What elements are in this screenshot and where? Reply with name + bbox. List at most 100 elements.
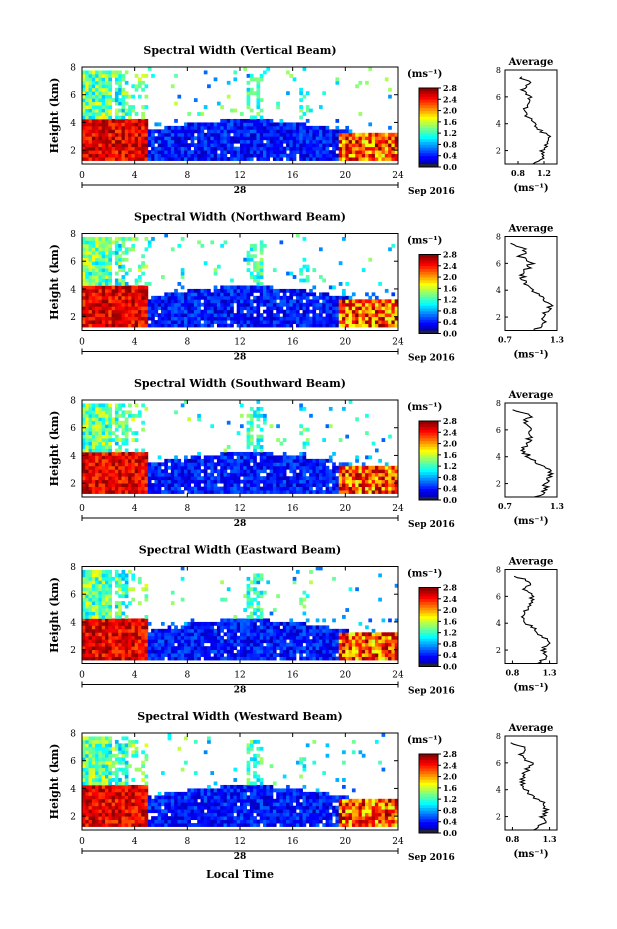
- heatmap-cell: [279, 306, 284, 311]
- heatmap-cell: [137, 285, 142, 290]
- heatmap-cell: [141, 150, 145, 154]
- heatmap-cell: [118, 73, 122, 78]
- average-y-tick-label: 8: [496, 399, 501, 408]
- heatmap-cell: [378, 153, 382, 158]
- heatmap-cell: [236, 129, 241, 134]
- heatmap-cell: [121, 431, 126, 436]
- heatmap-cell: [249, 143, 254, 148]
- heatmap-cell: [85, 285, 89, 290]
- date-label: Sep 2016: [408, 354, 455, 364]
- heatmap-cell: [193, 157, 198, 161]
- heatmap-cell: [282, 486, 287, 491]
- heatmap-cell: [348, 320, 353, 324]
- heatmap-cell: [335, 132, 340, 137]
- heatmap-cell: [388, 302, 392, 307]
- heatmap-cell: [243, 621, 247, 626]
- heatmap-cell: [101, 597, 106, 602]
- heatmap-cell: [388, 465, 392, 470]
- heatmap-cell: [108, 438, 113, 442]
- heatmap-cell: [95, 243, 99, 248]
- heatmap-cell: [371, 292, 376, 297]
- heatmap-cell: [134, 490, 139, 494]
- heatmap-cell: [118, 653, 122, 657]
- heatmap-cell: [121, 125, 126, 130]
- heatmap-cell: [118, 625, 122, 630]
- heatmap-cell: [187, 153, 192, 158]
- heatmap-cell: [203, 143, 208, 148]
- heatmap-cell: [236, 628, 241, 633]
- heatmap-cell: [141, 642, 145, 647]
- heatmap-cell: [220, 580, 224, 585]
- heatmap-cell: [91, 146, 96, 151]
- heatmap-cell: [295, 139, 300, 144]
- heatmap-cell: [82, 257, 86, 262]
- heatmap-cell: [374, 479, 379, 484]
- heatmap-cell: [193, 483, 198, 487]
- heatmap-cell: [256, 285, 261, 290]
- heatmap-cell: [147, 306, 152, 311]
- heatmap-cell: [332, 146, 336, 151]
- heatmap-cell: [184, 483, 188, 487]
- heatmap-cell: [114, 462, 119, 467]
- heatmap-cell: [111, 625, 116, 630]
- heatmap-cell: [95, 615, 99, 619]
- heatmap-cell: [105, 139, 109, 144]
- heatmap-cell: [259, 240, 264, 245]
- heatmap-cell: [101, 268, 106, 272]
- heatmap-cell: [167, 476, 172, 481]
- heatmap-cell: [230, 625, 234, 630]
- heatmap-cell: [141, 618, 145, 623]
- colorbar-swatch: [419, 446, 438, 450]
- heatmap-cell: [312, 268, 317, 272]
- heatmap-cell: [203, 486, 208, 491]
- heatmap-cell: [315, 476, 320, 481]
- heatmap-cell: [137, 292, 142, 297]
- heatmap-cell: [144, 469, 149, 474]
- heatmap-cell: [236, 118, 241, 123]
- heatmap-cell: [88, 417, 93, 422]
- heatmap-cell: [197, 295, 201, 300]
- heatmap-cell: [243, 292, 247, 297]
- heatmap-cell: [88, 590, 93, 595]
- heatmap-cell: [368, 309, 373, 314]
- heatmap-cell: [114, 73, 119, 78]
- heatmap-cell: [210, 299, 215, 304]
- heatmap-cell: [233, 146, 238, 151]
- heatmap-cell: [243, 150, 247, 154]
- heatmap-cell: [276, 476, 280, 481]
- heatmap-cell: [82, 306, 86, 311]
- heatmap-cell: [187, 320, 192, 324]
- heatmap-cell: [131, 431, 136, 436]
- heatmap-cell: [121, 479, 126, 484]
- heatmap-cell: [230, 125, 234, 130]
- heatmap-cell: [134, 118, 139, 123]
- heatmap-cell: [302, 306, 307, 311]
- heatmap-cell: [124, 573, 129, 578]
- heatmap-cell: [230, 458, 234, 463]
- heatmap-cell: [114, 580, 119, 585]
- heatmap-cell: [167, 316, 172, 321]
- average-y-tick-label: 8: [496, 66, 501, 75]
- heatmap-cell: [207, 455, 211, 460]
- heatmap-cell: [256, 323, 261, 328]
- heatmap-cell: [164, 153, 168, 158]
- heatmap-cell: [180, 323, 185, 328]
- heatmap-cell: [246, 445, 251, 449]
- heatmap-cell: [322, 320, 326, 324]
- heatmap-cell: [203, 136, 208, 141]
- heatmap-cell: [82, 150, 86, 154]
- heatmap-cell: [272, 476, 277, 481]
- heatmap-cell: [335, 118, 340, 123]
- heatmap-cell: [279, 476, 284, 481]
- heatmap-cell: [269, 313, 274, 318]
- heatmap-cell: [210, 635, 215, 640]
- heatmap-cell: [342, 469, 346, 474]
- heatmap-cell: [174, 302, 178, 307]
- heatmap-cell: [338, 139, 343, 144]
- heatmap-cell: [141, 462, 145, 467]
- heatmap-cell: [91, 576, 96, 581]
- heatmap-cell: [105, 243, 109, 248]
- heatmap-cell: [246, 604, 251, 609]
- heatmap-cell: [263, 292, 267, 297]
- heatmap-cell: [124, 656, 129, 661]
